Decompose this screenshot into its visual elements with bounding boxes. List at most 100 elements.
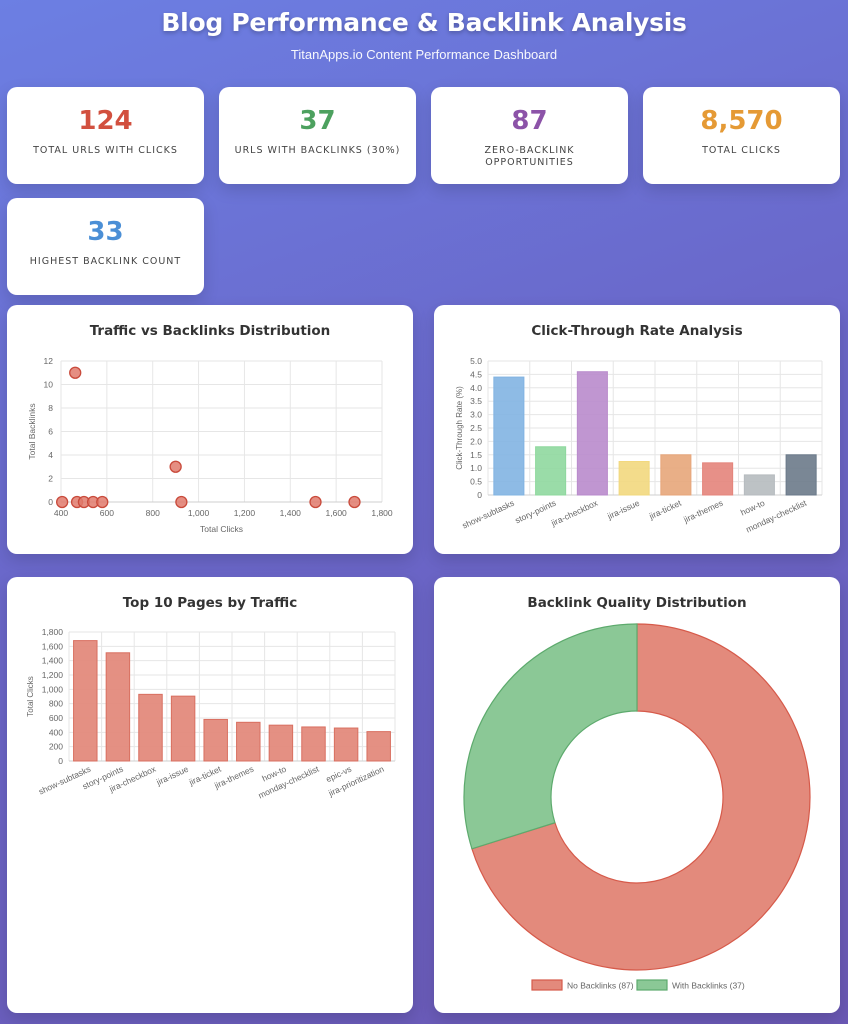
y-axis-label: Click-Through Rate (%) xyxy=(455,386,464,470)
bar xyxy=(576,371,608,496)
x-tick-label: show-subtasks xyxy=(461,498,516,531)
bar xyxy=(105,652,131,762)
bar xyxy=(301,726,326,762)
stat-label: Total Clicks xyxy=(702,145,781,156)
stat-card-zero-backlink: 87 Zero-Backlink Opportunities xyxy=(431,87,628,184)
legend-label: With Backlinks (37) xyxy=(672,981,745,991)
bar xyxy=(236,721,261,762)
y-tick-label: 1,400 xyxy=(42,656,64,666)
y-tick-label: 4.0 xyxy=(470,383,482,393)
stat-card-highest-backlink: 33 Highest Backlink Count xyxy=(7,198,204,295)
y-tick-label: 3.5 xyxy=(470,396,482,406)
x-tick-label: jira-themes xyxy=(681,498,724,525)
y-tick-label: 2 xyxy=(48,474,53,484)
traffic-chart-card: Top 10 Pages by Traffic 0 200 400 600 800 1,0… xyxy=(7,577,413,1013)
stat-value: 37 xyxy=(299,106,336,136)
page-header: Blog Performance & Backlink Analysis Tit… xyxy=(0,8,848,62)
scatter-chart-card: Traffic vs Backlinks Distribution 0 2 4 6 8 1… xyxy=(7,305,413,554)
x-axis-label: Total Clicks xyxy=(200,524,243,534)
bar xyxy=(618,461,650,496)
legend-label: No Backlinks (87) xyxy=(567,981,634,991)
stat-card-total-urls: 124 Total URLs with Clicks xyxy=(7,87,204,184)
y-tick-label: 1,600 xyxy=(42,641,64,651)
scatter-point xyxy=(169,460,182,473)
stat-label: Total URLs with Clicks xyxy=(33,145,178,156)
scatter-point xyxy=(309,495,322,509)
bar xyxy=(170,695,196,762)
stat-label: Highest Backlink Count xyxy=(29,256,182,267)
x-tick-label: 1,800 xyxy=(371,508,393,518)
stat-card-urls-with-backlinks: 37 URLs with Backlinks (30%) xyxy=(219,87,416,184)
ctr-chart-card: Click-Through Rate Analysis 0 0.5 1.0 1.5 2.… xyxy=(434,305,840,554)
bar xyxy=(702,462,734,496)
stat-label: Zero-Backlink Opportunities xyxy=(484,145,575,168)
scatter-point xyxy=(175,495,188,509)
scatter-point xyxy=(96,495,109,509)
backlink-quality-card: Backlink Quality Distribution No Backlin… xyxy=(434,577,840,1013)
x-tick-label: 400 xyxy=(54,508,68,518)
stat-value: 124 xyxy=(78,106,133,136)
chart-title: Traffic vs Backlinks Distribution xyxy=(89,323,331,339)
x-tick-label: 1,600 xyxy=(326,508,348,518)
x-tick-label: 1,400 xyxy=(280,508,302,518)
y-tick-label: 600 xyxy=(49,713,63,723)
y-tick-label: 2.0 xyxy=(470,436,482,446)
y-tick-label: 1.5 xyxy=(470,450,482,460)
y-axis-label: Total Clicks xyxy=(26,676,35,716)
x-tick-label: jira-issue xyxy=(154,764,190,788)
y-tick-label: 6 xyxy=(48,427,53,437)
page-title: Blog Performance & Backlink Analysis xyxy=(161,8,687,37)
chart-title: Backlink Quality Distribution xyxy=(527,595,747,611)
x-tick-label: 600 xyxy=(100,508,114,518)
bar xyxy=(268,724,294,762)
stat-label: URLs with Backlinks (30%) xyxy=(234,145,401,156)
y-tick-label: 1.0 xyxy=(470,463,482,473)
traffic-bar-chart: 0 200 400 600 800 1,000 1,200 1,400 1,600 1,800 To… xyxy=(26,627,396,801)
stat-value: 8,570 xyxy=(700,106,783,136)
bar xyxy=(366,731,391,762)
y-tick-label: 2.5 xyxy=(470,423,482,433)
bar xyxy=(785,454,817,496)
y-tick-label: 4.5 xyxy=(470,369,482,379)
scatter-point xyxy=(69,366,82,379)
y-tick-label: 12 xyxy=(44,356,54,366)
y-tick-label: 0.5 xyxy=(470,477,482,487)
x-tick-label: jira-checkbox xyxy=(549,497,600,528)
legend-swatch xyxy=(531,979,563,991)
legend-swatch xyxy=(636,979,668,991)
bar xyxy=(743,474,775,496)
x-tick-label: jira-issue xyxy=(605,498,641,522)
y-tick-label: 0 xyxy=(58,756,63,766)
y-tick-label: 3.0 xyxy=(470,410,482,420)
stat-card-total-clicks: 8,570 Total Clicks xyxy=(643,87,840,184)
ctr-bar-chart: 0 0.5 1.0 1.5 2.0 2.5 3.0 3.5 4.0 4.5 5.0 Click-Thr… xyxy=(455,356,823,535)
bar xyxy=(73,640,98,762)
x-tick-label: jira-ticket xyxy=(647,497,684,521)
x-tick-label: 800 xyxy=(146,508,160,518)
x-tick-label: 1,200 xyxy=(234,508,256,518)
scatter-chart: 0 2 4 6 8 10 12 400 600 800 1,000 1,200 1,400 1,600 1,… xyxy=(27,356,393,534)
y-tick-label: 0 xyxy=(48,497,53,507)
y-tick-label: 1,200 xyxy=(42,670,64,680)
chart-title: Click-Through Rate Analysis xyxy=(531,323,743,339)
bar xyxy=(203,718,228,762)
x-tick-label: 1,000 xyxy=(188,508,210,518)
scatter-point xyxy=(55,495,69,509)
bar xyxy=(535,446,567,496)
y-tick-label: 4 xyxy=(48,450,53,460)
stat-value: 87 xyxy=(511,106,548,136)
y-tick-label: 800 xyxy=(49,699,63,709)
x-tick-label: how-to xyxy=(739,498,767,518)
backlink-doughnut-chart: No Backlinks (87) With Backlinks (37) xyxy=(463,623,811,991)
bar xyxy=(138,693,163,762)
y-tick-label: 5.0 xyxy=(470,356,482,366)
bar xyxy=(493,376,525,496)
stat-value: 33 xyxy=(87,217,124,247)
bar xyxy=(660,454,692,496)
y-tick-label: 400 xyxy=(49,727,63,737)
doughnut-slice xyxy=(463,623,638,850)
page-subtitle: TitanApps.io Content Performance Dashboa… xyxy=(290,47,558,62)
y-axis-label: Total Backlinks xyxy=(27,403,37,459)
bar xyxy=(333,727,359,762)
y-tick-label: 1,800 xyxy=(42,627,64,637)
